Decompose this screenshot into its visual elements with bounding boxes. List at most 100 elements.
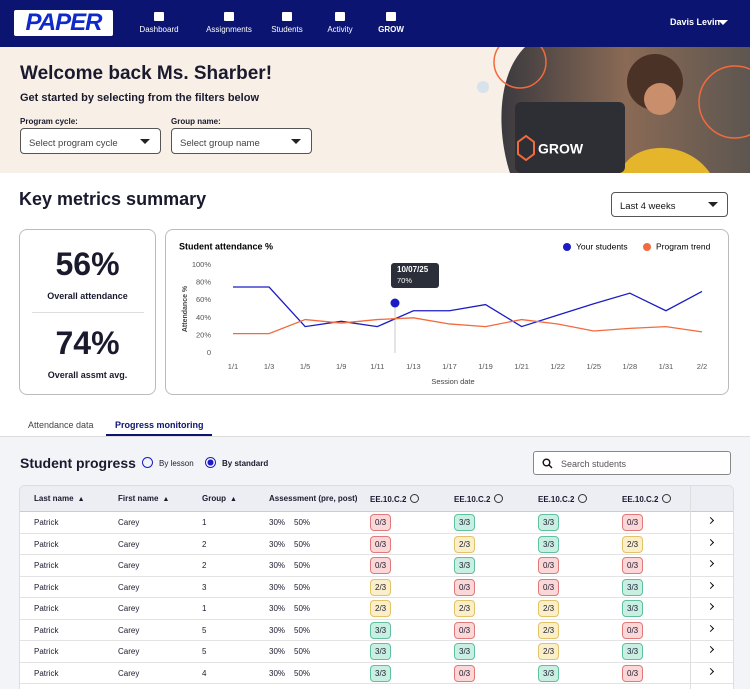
- cell: Patrick: [34, 604, 58, 613]
- status-badge: 0/3: [370, 514, 391, 531]
- row-chevron[interactable]: [707, 538, 714, 545]
- row-chevron[interactable]: [707, 646, 714, 653]
- brand: GROW: [538, 141, 584, 157]
- status-badge: 3/3: [538, 536, 559, 553]
- nav-item[interactable]: Dashboard: [124, 25, 194, 34]
- column-header[interactable]: Last name▲︎: [34, 494, 85, 503]
- chart-title: Student attendance %: [179, 241, 273, 251]
- search-box[interactable]: Search students: [533, 451, 731, 475]
- y-axis-label: Attendance %: [182, 285, 189, 332]
- status-badge: 3/3: [538, 514, 559, 531]
- info-icon: [662, 494, 671, 503]
- status-badge: 3/3: [454, 643, 475, 660]
- status-badge: 3/3: [370, 643, 391, 660]
- status-badge: 3/3: [538, 665, 559, 682]
- cell: 2: [202, 561, 206, 570]
- nav-item[interactable]: GROW: [356, 25, 426, 34]
- column-header[interactable]: First name▲︎: [118, 494, 169, 503]
- cell: Patrick: [34, 669, 58, 678]
- user-caret: [718, 20, 728, 25]
- table-row[interactable]: PatrickCarey230%50%0/33/30/30/3: [20, 554, 733, 577]
- status-badge: 3/3: [622, 643, 643, 660]
- status-badge: 3/3: [622, 579, 643, 596]
- logo[interactable]: PAPER: [14, 10, 113, 36]
- radio-checked[interactable]: [205, 457, 216, 468]
- x-tick-label: 2/2: [697, 362, 707, 371]
- tab-underline: [106, 434, 212, 436]
- x-axis-label: Session date: [431, 377, 474, 386]
- status-badge: 2/3: [538, 622, 559, 639]
- cell: Patrick: [34, 518, 58, 527]
- series-line: [233, 318, 702, 334]
- x-tick-label: 1/21: [514, 362, 529, 371]
- row-chevron[interactable]: [707, 581, 714, 588]
- table-row[interactable]: PatrickCarey130%50%2/32/32/33/3: [20, 597, 733, 620]
- status-badge: 0/3: [538, 579, 559, 596]
- user-name[interactable]: Davis Levin: [670, 17, 720, 27]
- column-header: EE.10.C.2: [622, 494, 671, 504]
- status-badge: 2/3: [538, 600, 559, 617]
- status-badge: 3/3: [370, 622, 391, 639]
- table-row[interactable]: PatrickCarey430%50%3/30/33/30/3: [20, 662, 733, 685]
- cell: Carey: [118, 669, 139, 678]
- legend-swatch: [563, 243, 571, 251]
- status-badge: 0/3: [538, 557, 559, 574]
- cell: 30%: [269, 540, 285, 549]
- cell: 2: [202, 540, 206, 549]
- tab[interactable]: Attendance data: [28, 420, 94, 430]
- filter-placeholder: Select program cycle: [29, 138, 118, 149]
- cell: 50%: [294, 604, 310, 613]
- y-tick-label: 20%: [196, 330, 211, 339]
- column-header[interactable]: Group▲︎: [202, 494, 237, 503]
- cell: Carey: [118, 518, 139, 527]
- table-row[interactable]: PatrickCarey130%50%0/33/33/30/3: [20, 511, 733, 534]
- filter-select[interactable]: Select program cycle: [20, 128, 161, 154]
- cell: Patrick: [34, 561, 58, 570]
- sort-icon: ▲︎: [78, 496, 85, 503]
- status-badge: 3/3: [622, 600, 643, 617]
- hero-image: GROW: [470, 47, 750, 173]
- tooltip-text: 70%: [397, 276, 412, 285]
- cell: 50%: [294, 647, 310, 656]
- row-chevron[interactable]: [707, 667, 714, 674]
- radio-label[interactable]: By standard: [222, 459, 268, 468]
- x-tick-label: 1/5: [300, 362, 310, 371]
- radio-label[interactable]: By lesson: [159, 459, 194, 468]
- x-tick-label: 1/11: [370, 362, 384, 371]
- chart: Student attendance % Attendance % Sessio…: [166, 230, 728, 394]
- metric-label: Overall assmt avg.: [20, 370, 155, 380]
- x-tick-label: 1/19: [478, 362, 493, 371]
- status-badge: 0/3: [622, 622, 643, 639]
- row-chevron[interactable]: [707, 560, 714, 567]
- status-badge: 3/3: [370, 665, 391, 682]
- y-tick-label: 0: [207, 348, 211, 357]
- cell: 30%: [269, 626, 285, 635]
- table-row[interactable]: PatrickCarey530%50%3/30/32/30/3: [20, 619, 733, 642]
- table-row[interactable]: PatrickCarey530%50%3/33/32/33/3: [20, 640, 733, 663]
- column-header: EE.10.C.2: [454, 494, 503, 504]
- cell: Carey: [118, 561, 139, 570]
- period-select[interactable]: Last 4 weeks: [611, 192, 728, 217]
- hero-title: Welcome back Ms. Sharber!: [20, 63, 272, 85]
- status-badge: 2/3: [454, 536, 475, 553]
- table-row[interactable]: PatrickCarey330%50%2/30/30/33/3: [20, 576, 733, 599]
- cell: 5: [202, 647, 206, 656]
- x-tick-label: 1/31: [659, 362, 674, 371]
- legend-swatch: [643, 243, 651, 251]
- radio[interactable]: [142, 457, 153, 468]
- tab-active[interactable]: Progress monitoring: [115, 420, 204, 430]
- metric-label: Overall attendance: [20, 291, 155, 301]
- cell: Carey: [118, 583, 139, 592]
- table-row[interactable]: PatrickCarey230%50%0/32/33/32/3: [20, 533, 733, 556]
- y-tick-label: 80%: [196, 278, 211, 287]
- filter-select[interactable]: Select group name: [171, 128, 312, 154]
- row-chevron[interactable]: [707, 624, 714, 631]
- row-chevron[interactable]: [707, 517, 714, 524]
- period-text: Last 4 weeks: [620, 201, 675, 212]
- row-chevron[interactable]: [707, 603, 714, 610]
- cell: 50%: [294, 669, 310, 678]
- column-header: Assessment (pre, post): [269, 494, 357, 503]
- x-tick-label: 1/25: [586, 362, 601, 371]
- filter-placeholder: Select group name: [180, 138, 260, 149]
